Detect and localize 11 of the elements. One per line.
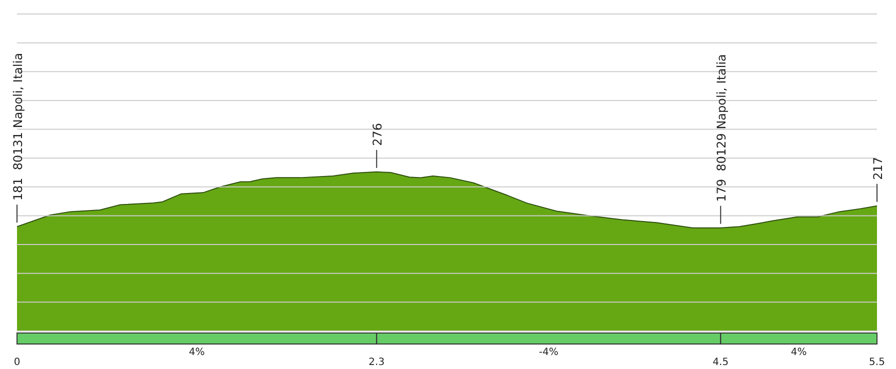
x-tick-label: 4.5 — [712, 357, 729, 368]
x-tick-label: 2.3 — [368, 357, 385, 368]
data-label: 276 — [370, 123, 385, 146]
text: 4% — [188, 347, 205, 358]
x-tick-label: 0 — [14, 357, 20, 368]
text: 4% — [790, 347, 807, 358]
x-tick-label: 5.5 — [869, 357, 885, 368]
data-label: 217 — [871, 157, 885, 180]
data-label: 181 80131 Napoli, Italia — [11, 52, 25, 201]
data-label: 179 80129 Napoli, Italia — [714, 54, 729, 202]
text: -4% — [538, 347, 558, 358]
